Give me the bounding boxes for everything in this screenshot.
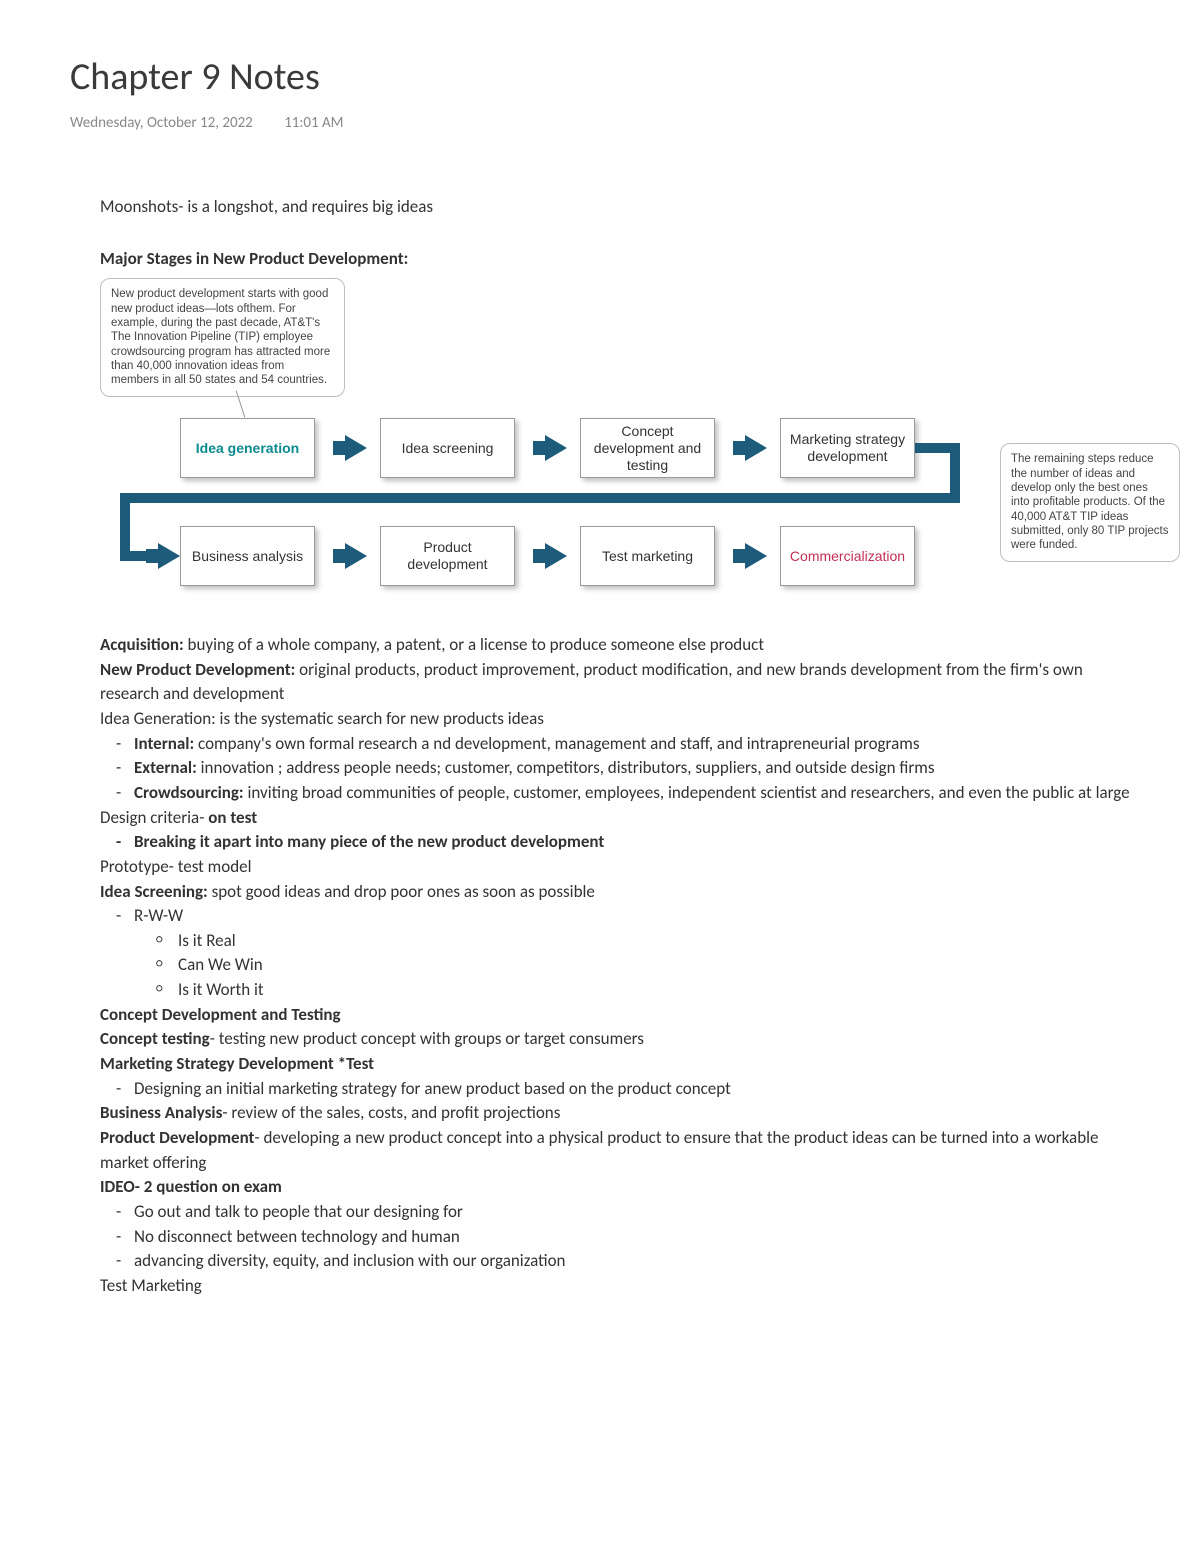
meta-date: Wednesday, October 12, 2022 [70,114,253,132]
list-item: advancing diversity, equity, and inclusi… [134,1249,1130,1274]
arrow-icon [745,435,767,461]
term-npd: New Product Development: [100,659,295,680]
stage-concept-dev: Concept development and testing [580,418,715,478]
text: Design criteria- [100,807,208,828]
list-item: Go out and talk to people that our desig… [134,1200,1130,1225]
stage-business-analysis: Business analysis [180,526,315,586]
list-item: External: innovation ; address people ne… [134,756,1130,781]
text: on test [208,807,257,828]
term-product-dev: Product Development [100,1127,254,1148]
text: Prototype- test model [100,855,1130,880]
list-item: Designing an initial marketing strategy … [134,1077,1130,1102]
list-item: Crowdsourcing: inviting broad communitie… [134,781,1130,806]
stage-commercialization: Commercialization [780,526,915,586]
callout-idea-gen: New product development starts with good… [100,278,345,397]
arrow-icon [345,435,367,461]
arrow-icon [545,543,567,569]
stage-idea-screening: Idea screening [380,418,515,478]
text: - review of the sales, costs, and profit… [222,1102,560,1123]
notes-body: Acquisition: buying of a whole company, … [100,633,1130,1298]
heading-msd: Marketing Strategy Development *Test [100,1052,1130,1077]
term-concept-testing: Concept testing [100,1028,210,1049]
page-title: Chapter 9 Notes [70,50,1130,105]
arrow-icon [345,543,367,569]
arrow-icon [158,543,180,569]
connector [120,493,960,503]
page-meta: Wednesday, October 12, 2022 11:01 AM [70,113,1130,135]
stage-test-marketing: Test marketing [580,526,715,586]
list-item: R-W-W [134,904,1130,929]
term-acquisition: Acquisition: [100,634,184,655]
text: Idea Generation: is the systematic searc… [100,707,1130,732]
intro-text: Moonshots- is a longshot, and requires b… [100,195,1130,220]
list-item: No disconnect between technology and hum… [134,1225,1130,1250]
list-item: Is it Real [178,929,1130,954]
diagram-heading: Major Stages in New Product Development: [100,247,1130,272]
term-idea-screening: Idea Screening: [100,881,208,902]
stage-idea-generation: Idea generation [180,418,315,478]
callout-remaining: The remaining steps reduce the number of… [1000,443,1180,562]
term-business-analysis: Business Analysis [100,1102,222,1123]
stage-marketing-strategy: Marketing strategy development [780,418,915,478]
text: - testing new product concept with group… [210,1028,644,1049]
text: Test Marketing [100,1274,1130,1299]
list-item: Can We Win [178,953,1130,978]
stage-product-dev: Product development [380,526,515,586]
list-item: Internal: company's own formal research … [134,732,1130,757]
list-item: Is it Worth it [178,978,1130,1003]
list-item: Breaking it apart into many piece of the… [134,830,1130,855]
process-diagram: New product development starts with good… [100,278,1160,603]
text: buying of a whole company, a patent, or … [184,634,764,655]
heading-cdt: Concept Development and Testing [100,1003,1130,1028]
arrow-icon [745,543,767,569]
heading-ideo: IDEO- 2 question on exam [100,1175,1130,1200]
text: spot good ideas and drop poor ones as so… [208,881,595,902]
arrow-icon [545,435,567,461]
meta-time: 11:01 AM [284,114,343,132]
